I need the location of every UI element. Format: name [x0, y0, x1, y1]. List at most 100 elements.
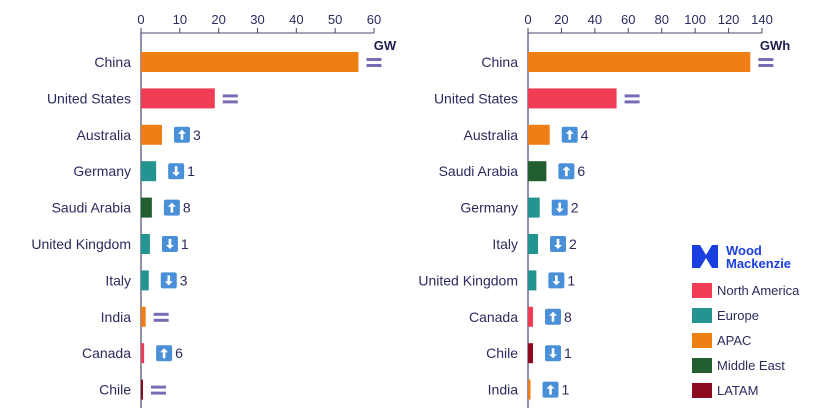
category-label: Saudi Arabia [52, 200, 132, 216]
equal-icon [366, 58, 382, 61]
arrow-glyph [546, 384, 555, 395]
bar [141, 379, 143, 400]
category-label: India [101, 309, 132, 325]
bar [528, 234, 539, 254]
equal-icon [222, 100, 238, 104]
arrow-glyph [177, 129, 186, 140]
category-label: China [94, 54, 131, 70]
equal-icon [758, 64, 774, 67]
bar [528, 379, 531, 400]
arrow-glyph [165, 239, 174, 249]
legend-label: North America [717, 283, 800, 298]
x-tick-label: 30 [250, 12, 264, 27]
legend-label: APAC [717, 333, 751, 348]
bar [528, 52, 751, 72]
bar [141, 270, 149, 291]
category-label: Saudi Arabia [439, 163, 519, 179]
equal-icon [758, 58, 774, 61]
bar [528, 88, 617, 109]
arrow-glyph [552, 275, 561, 286]
legend-swatch [692, 308, 712, 323]
logo-text: Wood [726, 243, 762, 258]
rank-change-value: 3 [180, 272, 188, 288]
wood-mackenzie-logo [692, 245, 718, 268]
rank-change-value: 4 [581, 127, 589, 143]
x-tick-label: 80 [654, 12, 668, 27]
equal-icon [151, 385, 166, 389]
bar [528, 270, 537, 291]
arrow-glyph [549, 348, 558, 359]
category-label: Italy [105, 272, 131, 288]
rank-change-value: 6 [175, 345, 183, 361]
rank-change-value: 1 [562, 382, 570, 398]
legend-label: Europe [717, 308, 759, 323]
rank-change-value: 2 [569, 236, 577, 252]
legend-label: Middle East [717, 358, 785, 373]
arrow-glyph [172, 166, 181, 177]
x-tick-label: 40 [289, 12, 303, 27]
bar [528, 124, 550, 145]
equal-icon [624, 100, 640, 104]
rank-change-value: 8 [183, 200, 191, 216]
arrow-glyph [167, 202, 176, 213]
bar-chart-gwh: 0 20 40 60 80 100 120 140 GWh China United States A… [418, 12, 790, 408]
x-tick-label: 60 [367, 12, 381, 27]
equal-icon [222, 94, 238, 98]
arrow-glyph [554, 239, 563, 249]
bar [141, 161, 157, 182]
x-tick-label: 0 [524, 12, 531, 27]
bar [528, 161, 547, 182]
bar-chart-gw: 0 10 20 30 40 50 60 GW China United States Austral… [31, 12, 397, 408]
legend-label: LATAM [717, 383, 758, 398]
x-tick-label: 120 [718, 12, 740, 27]
category-label: Australia [77, 127, 132, 143]
category-label: Germany [460, 200, 518, 216]
category-label: United States [47, 90, 131, 106]
category-label: United Kingdom [418, 272, 518, 288]
category-label: Chile [486, 345, 518, 361]
rank-change-value: 1 [564, 345, 572, 361]
x-tick-label: 0 [137, 12, 144, 27]
legend-swatch [692, 333, 712, 348]
bar [141, 234, 150, 254]
equal-icon [151, 391, 166, 395]
rank-change-value: 1 [187, 163, 195, 179]
bar [141, 124, 162, 145]
arrow-glyph [549, 311, 558, 322]
logo-text: Mackenzie [726, 256, 791, 271]
category-label: India [488, 382, 519, 398]
x-tick-label: 20 [554, 12, 568, 27]
category-label: Canada [469, 309, 518, 325]
category-label: Canada [82, 345, 131, 361]
arrow-glyph [164, 275, 173, 286]
category-label: China [481, 54, 518, 70]
unit-label: GW [374, 38, 397, 53]
arrow-glyph [160, 348, 169, 359]
unit-label: GWh [760, 38, 790, 53]
bar [141, 306, 146, 327]
rank-change-value: 1 [181, 236, 189, 252]
x-tick-label: 10 [173, 12, 187, 27]
bar [528, 306, 534, 327]
x-tick-label: 20 [211, 12, 225, 27]
category-label: Italy [492, 236, 518, 252]
x-tick-label: 50 [328, 12, 342, 27]
bar [141, 197, 152, 218]
rank-change-value: 8 [564, 309, 572, 325]
legend-swatch [692, 383, 712, 398]
legend-swatch [692, 358, 712, 373]
category-label: United States [434, 90, 518, 106]
bar [141, 52, 359, 72]
arrow-glyph [565, 129, 574, 140]
rank-change-value: 2 [571, 200, 579, 216]
arrow-glyph [562, 166, 571, 177]
rank-change-value: 1 [567, 272, 575, 288]
category-label: Germany [73, 163, 131, 179]
bar [528, 343, 534, 364]
equal-icon [624, 94, 640, 98]
category-label: Chile [99, 382, 131, 398]
legend-swatch [692, 283, 712, 298]
category-label: United Kingdom [31, 236, 131, 252]
